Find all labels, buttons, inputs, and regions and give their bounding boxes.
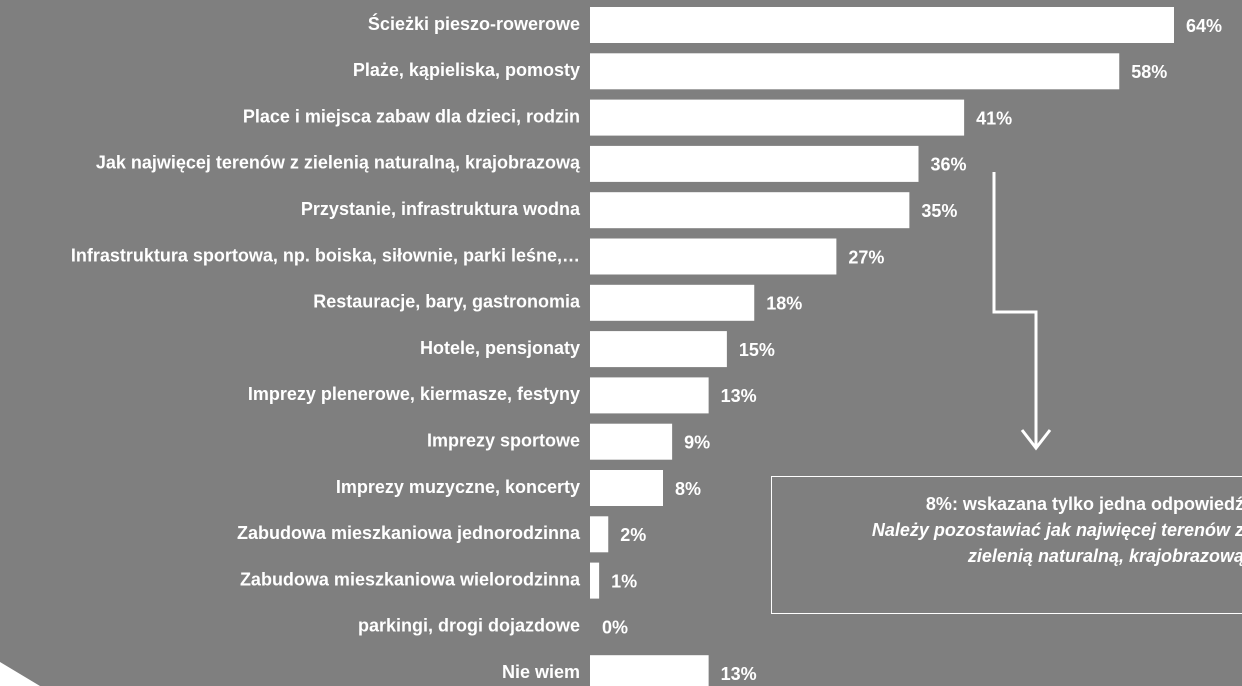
annotation-line-2: Należy pozostawiać jak najwięcej terenów… — [871, 520, 1242, 540]
value-label: 35% — [921, 201, 957, 221]
annotation-arrow — [992, 172, 1052, 451]
category-label: Zabudowa mieszkaniowa wielorodzinna — [240, 569, 581, 589]
bar — [590, 99, 965, 136]
bar — [590, 423, 673, 460]
bar — [590, 7, 1174, 43]
category-label: Place i miejsca zabaw dla dzieci, rodzin — [243, 106, 580, 126]
bar — [590, 470, 663, 506]
value-label: 13% — [721, 386, 757, 406]
category-label: Ścieżki pieszo-rowerowe — [368, 13, 580, 34]
category-label: Restauracje, bary, gastronomia — [313, 292, 581, 312]
value-label: 15% — [739, 340, 775, 360]
value-label: 41% — [976, 108, 1012, 128]
category-label: Infrastruktura sportowa, np. boiska, sił… — [71, 245, 580, 265]
value-label: 0% — [602, 618, 628, 638]
annotation-line-3: zielenią naturalną, krajobrazową — [967, 546, 1242, 566]
annotation-box: 8%: wskazana tylko jedna odpowiedź Należ… — [771, 476, 1242, 614]
value-label: 1% — [611, 571, 637, 591]
category-label: Hotele, pensjonaty — [420, 338, 580, 358]
bars-group: Ścieżki pieszo-rowerowe 64% Plaże, kąpieli… — [71, 7, 1222, 686]
category-label: Zabudowa mieszkaniowa jednorodzinna — [237, 523, 581, 543]
bar — [590, 145, 919, 182]
category-label: Imprezy plenerowe, kiermasze, festyny — [248, 384, 580, 404]
bar — [590, 516, 609, 553]
category-label: Imprezy sportowe — [427, 430, 580, 450]
annotation-line-1: 8%: wskazana tylko jedna odpowiedź — [925, 494, 1242, 514]
bar — [590, 53, 1120, 90]
value-label: 8% — [675, 479, 701, 499]
value-label: 9% — [684, 432, 710, 452]
category-label: Plaże, kąpieliska, pomosty — [353, 60, 580, 80]
value-label: 18% — [766, 294, 802, 314]
category-label: Przystanie, infrastruktura wodna — [301, 199, 581, 219]
bar — [590, 331, 727, 368]
value-label: 27% — [848, 247, 884, 267]
value-label: 13% — [721, 664, 757, 684]
category-label: Imprezy muzyczne, koncerty — [336, 477, 580, 497]
bar — [590, 655, 709, 686]
value-label: 36% — [931, 155, 967, 175]
bar — [590, 562, 600, 599]
bar — [590, 192, 910, 229]
category-label: parkingi, drogi dojazdowe — [358, 616, 580, 636]
value-label: 2% — [620, 525, 646, 545]
category-label: Jak najwięcej terenów z zielenią natural… — [96, 153, 581, 173]
bar — [590, 377, 709, 414]
corner-decoration — [0, 662, 40, 686]
bar — [590, 238, 837, 275]
bar — [590, 284, 755, 321]
value-label: 58% — [1131, 62, 1167, 82]
value-label: 64% — [1186, 16, 1222, 36]
category-label: Nie wiem — [502, 662, 580, 682]
